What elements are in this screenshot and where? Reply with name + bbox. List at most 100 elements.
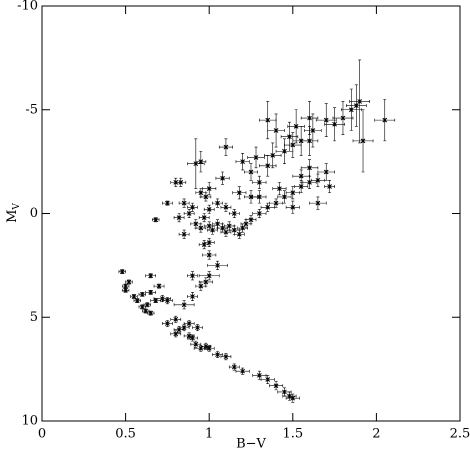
- point: [231, 211, 237, 216]
- point: [248, 194, 254, 200]
- point: [215, 263, 220, 268]
- point: [332, 121, 337, 127]
- point: [190, 204, 195, 210]
- point: [165, 321, 170, 326]
- point: [131, 294, 137, 299]
- point: [190, 294, 195, 299]
- point: [143, 308, 149, 314]
- point: [340, 115, 346, 121]
- y-tick-label: 5: [30, 310, 38, 325]
- point: [220, 225, 225, 231]
- point: [198, 159, 204, 164]
- point: [243, 221, 249, 227]
- point: [148, 273, 154, 279]
- point: [240, 159, 245, 164]
- y-tick-label: -10: [17, 0, 38, 14]
- point: [348, 107, 354, 113]
- x-tick-label: 2.5: [450, 427, 470, 442]
- point: [265, 204, 271, 210]
- point: [248, 217, 254, 223]
- point: [265, 377, 271, 382]
- point: [181, 231, 187, 237]
- point: [293, 123, 299, 129]
- point: [220, 175, 225, 181]
- point: [215, 200, 220, 206]
- point: [248, 169, 254, 175]
- point: [265, 163, 271, 169]
- point: [123, 283, 128, 289]
- point: [144, 302, 150, 308]
- point: [290, 142, 296, 148]
- point: [236, 190, 242, 196]
- point: [223, 229, 229, 235]
- point: [315, 200, 321, 206]
- point: [357, 99, 363, 104]
- point: [201, 242, 207, 247]
- point: [223, 204, 229, 210]
- point: [231, 227, 237, 233]
- point: [307, 115, 312, 121]
- point: [223, 354, 229, 360]
- x-tick-label: 1: [205, 427, 213, 442]
- point: [153, 298, 159, 304]
- point: [176, 215, 182, 221]
- x-axis-label: B−V: [236, 437, 266, 452]
- x-tick-label: 1.5: [282, 427, 303, 442]
- point: [186, 321, 192, 326]
- point: [282, 194, 287, 200]
- point: [165, 200, 170, 206]
- point: [290, 190, 296, 196]
- point: [323, 169, 329, 175]
- point: [382, 117, 388, 123]
- point: [186, 333, 192, 339]
- point: [290, 204, 296, 210]
- y-axis-label: MV: [5, 203, 22, 223]
- point: [126, 279, 132, 285]
- point: [198, 225, 204, 231]
- point: [307, 165, 312, 171]
- point: [282, 389, 287, 395]
- point: [206, 223, 212, 229]
- point: [153, 217, 159, 223]
- point: [206, 186, 212, 191]
- point: [240, 225, 245, 231]
- point: [206, 206, 212, 212]
- point: [181, 325, 187, 330]
- point: [273, 200, 279, 206]
- point: [206, 273, 212, 279]
- point: [226, 223, 232, 229]
- point: [240, 368, 245, 374]
- point: [203, 194, 209, 200]
- point: [298, 184, 304, 189]
- point: [353, 103, 359, 108]
- point: [257, 211, 262, 216]
- point: [215, 352, 220, 357]
- point: [178, 180, 184, 185]
- point: [119, 269, 125, 274]
- point: [236, 231, 242, 237]
- point: [287, 393, 292, 399]
- point: [253, 155, 259, 160]
- point: [206, 346, 212, 351]
- y-axis-label-main: M: [5, 210, 20, 223]
- point: [323, 117, 329, 123]
- point: [195, 325, 200, 330]
- point: [181, 302, 187, 308]
- y-tick-label: 0: [30, 206, 38, 221]
- x-tick-label: 0.5: [115, 427, 136, 442]
- point: [307, 180, 312, 185]
- y-tick-label: -5: [25, 102, 38, 117]
- point: [315, 177, 321, 183]
- point: [186, 211, 192, 216]
- point: [193, 221, 199, 227]
- point: [287, 134, 292, 140]
- x-tick-label: 2: [372, 427, 380, 442]
- point: [139, 292, 145, 297]
- point: [193, 341, 199, 347]
- point: [206, 252, 212, 258]
- point: [123, 287, 128, 293]
- point: [307, 138, 312, 144]
- point: [290, 395, 296, 401]
- point: [277, 186, 282, 191]
